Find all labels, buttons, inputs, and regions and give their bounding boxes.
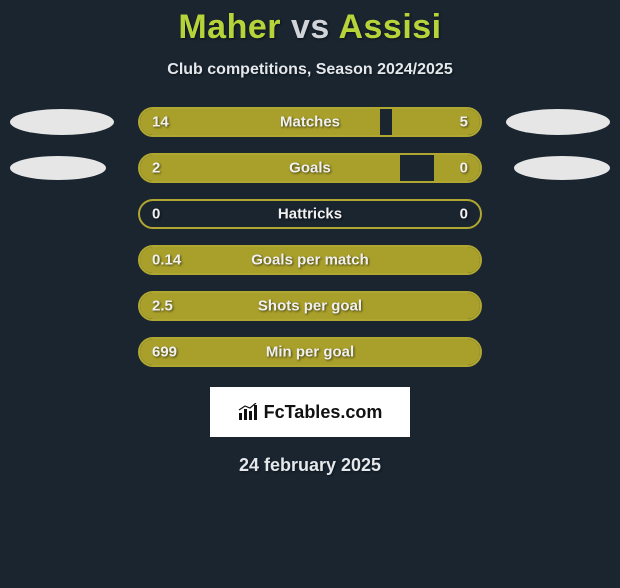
page-title: Maher vs Assisi [0, 8, 620, 47]
stat-bar: 0.14 Goals per match [138, 245, 482, 275]
stat-left-value: 14 [152, 114, 169, 131]
stat-bar: 0 0 Hattricks [138, 199, 482, 229]
player-placeholder-left [10, 109, 114, 135]
stat-bar: 699 Min per goal [138, 337, 482, 367]
player-placeholder-right [514, 156, 610, 180]
player-placeholder-right [506, 109, 610, 135]
stat-left-value: 0.14 [152, 252, 181, 269]
bar-left-fill [140, 109, 380, 135]
stat-row: 14 5 Matches [0, 107, 620, 137]
stats-list: 14 5 Matches 2 0 Goals 0 0 Hattricks 0.14 Goals pe… [0, 107, 620, 367]
stat-left-value: 699 [152, 344, 177, 361]
stat-bar: 14 5 Matches [138, 107, 482, 137]
fctables-logo: FcTables.com [210, 387, 410, 437]
stat-left-value: 0 [152, 206, 160, 223]
stat-label: Goals per match [251, 252, 369, 269]
stat-left-value: 2.5 [152, 298, 173, 315]
stat-row: 699 Min per goal [0, 337, 620, 367]
comparison-card: Maher vs Assisi Club competitions, Seaso… [0, 8, 620, 476]
logo-text: FcTables.com [238, 402, 383, 423]
bar-left-fill [140, 155, 400, 181]
stat-row: 2 0 Goals [0, 153, 620, 183]
stat-row: 0.14 Goals per match [0, 245, 620, 275]
stat-bar: 2 0 Goals [138, 153, 482, 183]
date-label: 24 february 2025 [0, 455, 620, 476]
stat-right-value: 0 [460, 206, 468, 223]
logo-label: FcTables.com [264, 402, 383, 423]
stat-label: Min per goal [266, 344, 354, 361]
stat-left-value: 2 [152, 160, 160, 177]
player1-name: Maher [178, 8, 281, 46]
player2-name: Assisi [338, 8, 441, 46]
stat-right-value: 5 [460, 114, 468, 131]
stat-right-value: 0 [460, 160, 468, 177]
stat-label: Hattricks [278, 206, 342, 223]
bar-right-fill [434, 155, 480, 181]
stat-label: Matches [280, 114, 340, 131]
vs-label: vs [291, 8, 330, 46]
subtitle: Club competitions, Season 2024/2025 [0, 61, 620, 79]
bar-chart-icon [238, 403, 260, 421]
stat-row: 0 0 Hattricks [0, 199, 620, 229]
stat-label: Shots per goal [258, 298, 362, 315]
stat-row: 2.5 Shots per goal [0, 291, 620, 321]
stat-bar: 2.5 Shots per goal [138, 291, 482, 321]
stat-label: Goals [289, 160, 331, 177]
player-placeholder-left [10, 156, 106, 180]
